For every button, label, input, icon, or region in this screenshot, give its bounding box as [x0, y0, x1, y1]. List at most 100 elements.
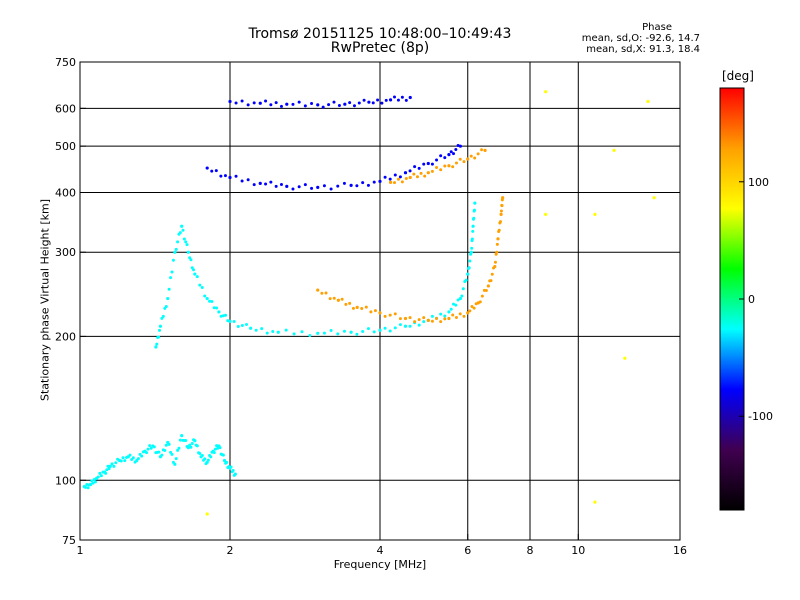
data-point	[185, 243, 189, 247]
data-point	[496, 237, 500, 241]
data-point	[86, 486, 90, 490]
data-point	[472, 208, 476, 212]
data-point	[443, 164, 447, 168]
phase-stats-o: mean, sd,O: -92.6, 14.7	[581, 33, 700, 44]
data-point	[174, 457, 178, 461]
data-point	[269, 180, 273, 184]
data-point	[157, 450, 161, 454]
y-tick-label: 100	[55, 474, 76, 487]
data-point	[308, 333, 312, 337]
data-point	[189, 445, 193, 449]
data-point	[484, 289, 488, 293]
data-point	[221, 453, 225, 457]
data-point	[408, 95, 412, 100]
data-point	[205, 166, 209, 170]
data-point	[219, 174, 223, 178]
data-point	[90, 479, 94, 483]
data-point	[403, 316, 408, 321]
data-point	[200, 453, 204, 457]
colorbar-unit: [deg]	[722, 69, 754, 83]
y-tick-label: 75	[62, 534, 76, 547]
data-point	[208, 299, 212, 303]
data-point	[340, 297, 344, 301]
data-point	[297, 185, 301, 189]
data-point	[245, 322, 249, 326]
data-point	[258, 181, 262, 185]
x-tick-label: 8	[527, 544, 534, 557]
data-point	[366, 183, 370, 187]
data-point	[430, 169, 434, 173]
data-point	[423, 174, 427, 178]
data-point	[303, 104, 307, 108]
data-point	[422, 162, 426, 166]
data-point	[170, 270, 174, 274]
data-point	[471, 224, 475, 228]
data-point	[499, 212, 503, 216]
data-point	[184, 438, 188, 442]
data-point	[271, 329, 275, 333]
data-point	[292, 332, 296, 336]
data-point	[493, 260, 497, 264]
data-point	[349, 330, 353, 334]
data-point	[489, 279, 493, 283]
colorbar-tick-label: 0	[748, 293, 755, 306]
data-point	[240, 99, 244, 103]
phase-heading: Phase	[642, 22, 672, 33]
data-point	[355, 184, 359, 188]
data-point	[158, 328, 162, 332]
data-point	[254, 328, 258, 332]
data-point	[466, 311, 470, 315]
y-tick-label: 600	[55, 102, 76, 115]
data-point	[213, 447, 217, 451]
data-point	[228, 319, 232, 323]
data-point	[203, 294, 207, 298]
data-point	[470, 304, 474, 308]
data-point	[458, 296, 463, 301]
data-point	[321, 105, 325, 109]
data-point	[355, 305, 359, 309]
data-point	[466, 272, 470, 276]
data-point	[435, 316, 439, 320]
data-point	[108, 464, 112, 468]
chart-title: Tromsø 20151125 10:48:00–10:49:43	[248, 26, 512, 42]
data-point	[393, 312, 397, 316]
data-point	[320, 291, 324, 295]
data-point	[430, 162, 434, 166]
data-point	[274, 184, 278, 188]
data-point	[495, 242, 499, 246]
data-point	[234, 174, 238, 178]
data-point	[392, 95, 396, 99]
data-point	[373, 309, 377, 313]
data-point	[105, 468, 109, 472]
data-point	[180, 434, 184, 438]
data-point	[469, 250, 473, 254]
y-tick-label: 300	[55, 246, 76, 259]
data-point	[384, 98, 388, 102]
data-point	[212, 451, 216, 455]
data-point	[279, 104, 283, 108]
data-point	[223, 174, 227, 178]
data-point	[332, 296, 336, 300]
data-point	[200, 286, 204, 290]
data-point	[396, 177, 400, 181]
data-point	[398, 323, 402, 327]
data-point	[140, 454, 144, 458]
data-point	[198, 452, 202, 456]
data-point	[190, 441, 194, 445]
data-point	[285, 102, 289, 106]
data-point	[388, 329, 392, 333]
data-point	[136, 457, 140, 461]
data-point	[222, 458, 227, 463]
data-point	[473, 201, 477, 205]
data-point	[403, 324, 408, 328]
data-point	[452, 152, 456, 156]
data-point	[349, 183, 353, 187]
data-point	[324, 291, 328, 295]
data-point	[174, 247, 178, 251]
data-point	[403, 171, 408, 175]
data-point	[404, 98, 408, 102]
x-axis-label: Frequency [MHz]	[333, 558, 427, 571]
data-point	[498, 220, 502, 224]
data-point	[476, 152, 480, 156]
